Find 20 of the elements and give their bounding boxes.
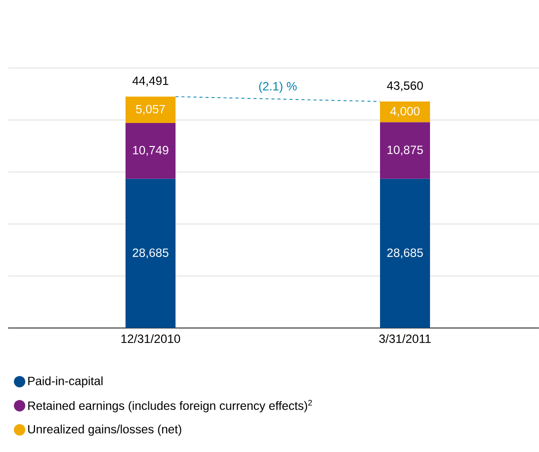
bar <box>380 101 430 122</box>
bar <box>380 178 430 328</box>
bar <box>126 96 176 123</box>
legend-label: Paid-in-capital <box>28 376 102 388</box>
total-label: 44,491 <box>132 76 168 86</box>
data-label: 4,000 <box>390 106 420 117</box>
x-tick-label: 3/31/2011 <box>379 334 431 343</box>
bar <box>126 178 176 328</box>
legend-label: Retained earnings (includes foreign currency effects)$^{2}$ <box>28 400 312 412</box>
data-label: 5,057 <box>136 104 165 115</box>
total-label: 43,560 <box>386 81 423 92</box>
bar <box>126 122 176 179</box>
data-label: 10,749 <box>133 146 168 156</box>
x-tick-label: 12/31/2010 <box>121 334 180 343</box>
data-label: 28,685 <box>132 248 168 258</box>
data-label: 10,875 <box>388 146 423 156</box>
legend-label: Unrealized gains/losses (net) <box>28 424 182 436</box>
bar <box>380 122 430 179</box>
data-label: 28,685 <box>387 248 423 258</box>
annotation: (2.1) % <box>259 82 297 93</box>
